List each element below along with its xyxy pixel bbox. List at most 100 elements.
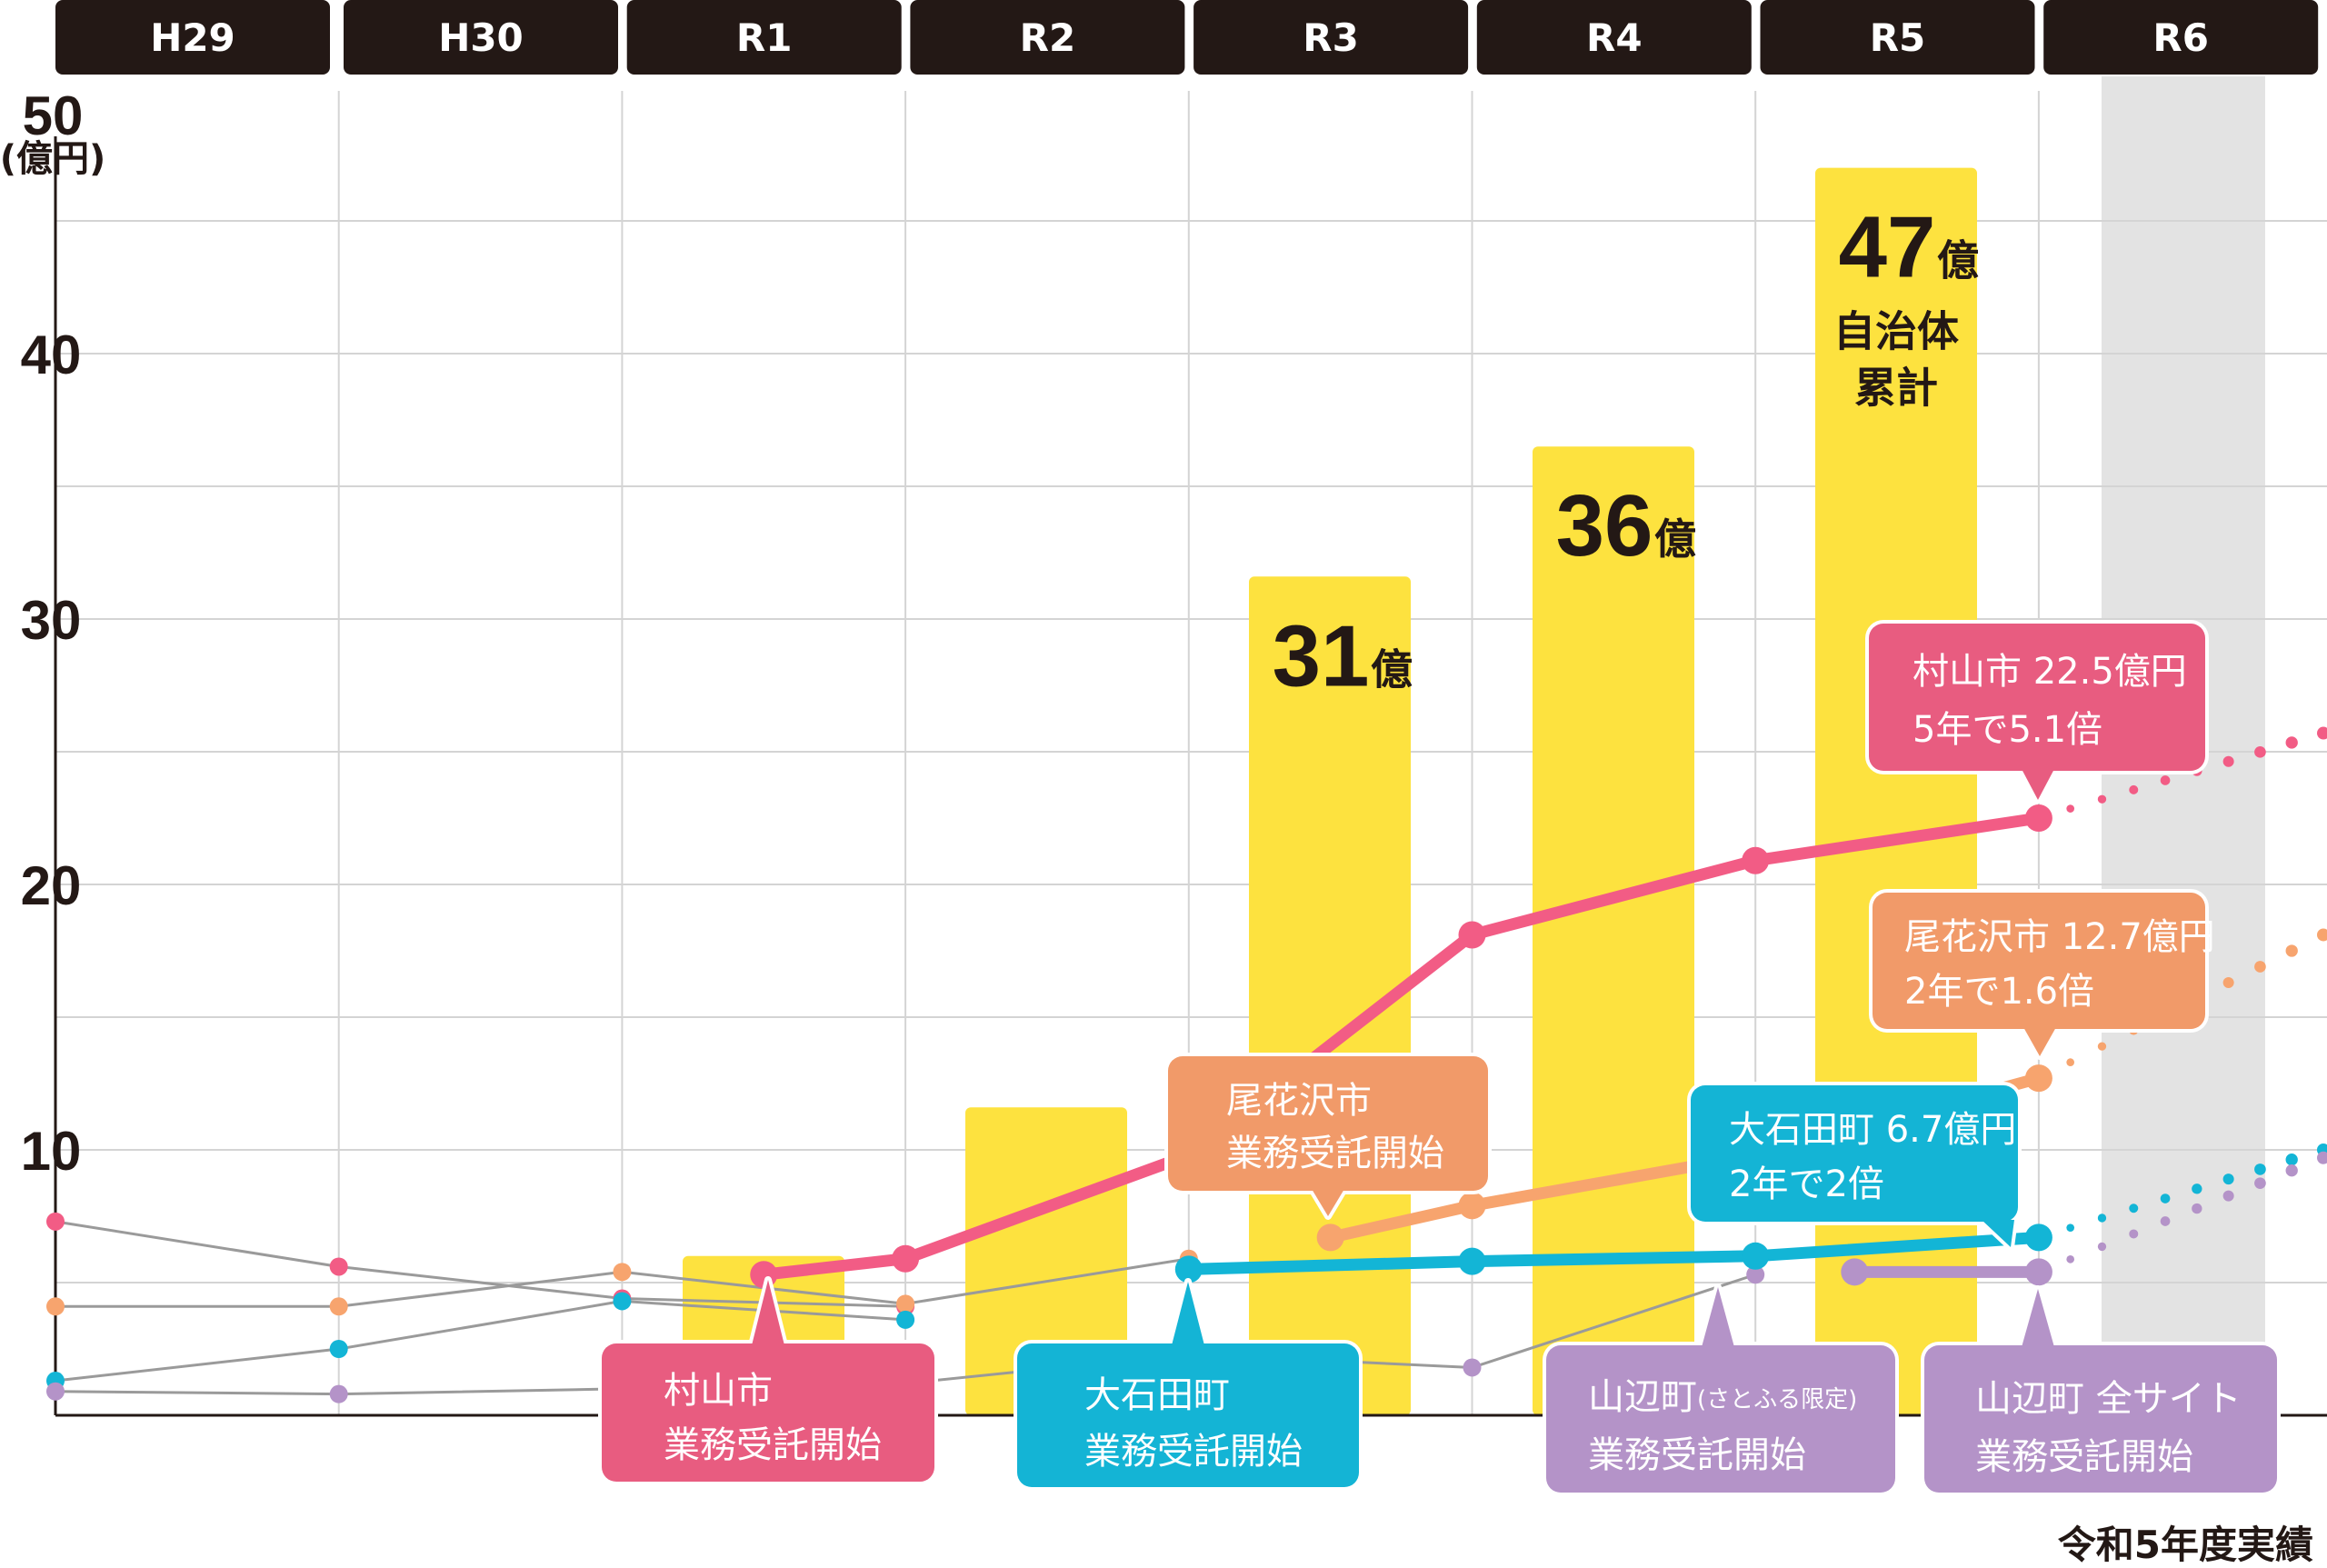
callout-tip: [1312, 1189, 1344, 1216]
header-cell: [2043, 0, 2319, 75]
callout-tip: [2022, 769, 2054, 800]
forecast-dot: [2066, 1223, 2075, 1232]
series-point: [1458, 1192, 1486, 1220]
forecast-dot: [2129, 1203, 2139, 1213]
bar: [965, 1107, 1127, 1415]
header-cell: [1760, 0, 2035, 75]
bar-label-unit: 億: [1937, 236, 1979, 285]
series-point: [1841, 1258, 1869, 1286]
series-pre-point: [896, 1310, 915, 1329]
bar-label-unit: 億: [1654, 514, 1696, 564]
callout-text: 大石田町: [1084, 1374, 1230, 1416]
series-point: [1458, 1247, 1486, 1275]
callout-text: 村山市 22.5億円: [1913, 651, 2187, 693]
header-cell: [55, 0, 330, 75]
callout-box: [1546, 1345, 1895, 1493]
series-pre-point: [46, 1297, 65, 1316]
callout-text: 業務受託開始: [1084, 1431, 1303, 1473]
callout-text: 大石田町 6.7億円: [1729, 1109, 2016, 1151]
forecast-dot: [2066, 1058, 2075, 1066]
callout-text: 山辺町 全サイト: [1975, 1378, 2242, 1420]
callout-box: [1691, 1085, 2018, 1222]
forecast-dot: [2285, 1164, 2298, 1177]
forecast-dot: [2317, 1151, 2327, 1164]
category-label: R3: [1303, 15, 1359, 60]
callout-text: 村山市: [664, 1370, 773, 1412]
series-pre-point: [46, 1382, 65, 1401]
forecast-dot: [2222, 1174, 2234, 1185]
bar: [1249, 576, 1411, 1415]
bar-label-unit: 億: [1371, 644, 1413, 694]
bar-label-sub: 自治体: [1833, 307, 1959, 356]
y-axis-unit: (億円): [0, 138, 105, 180]
bar-label: 31 億: [1273, 607, 1413, 704]
forecast-dot: [2285, 736, 2298, 749]
forecast-dot: [2254, 745, 2266, 758]
y-tick-label: 30: [21, 590, 82, 651]
forecast-dot: [2097, 794, 2107, 804]
callout-box: [1017, 1343, 1359, 1487]
category-label: R1: [736, 15, 793, 60]
forecast-dot: [2160, 1216, 2171, 1226]
forecast-dot: [2129, 1229, 2139, 1239]
header-cell: [626, 0, 902, 75]
callout-box: [1869, 624, 2205, 771]
series-line: [757, 812, 2045, 1281]
callout-text: 2年で1.6倍: [1904, 971, 2094, 1013]
category-label: R4: [1586, 15, 1643, 60]
series-point: [1316, 1223, 1344, 1252]
callout-text: 業務受託開始: [1975, 1436, 2193, 1478]
series-pre-point: [613, 1263, 632, 1282]
forecast-dot: [2285, 944, 2298, 957]
y-tick-label: 40: [21, 325, 82, 385]
series-point: [2024, 1258, 2052, 1286]
series-pre-point: [1463, 1358, 1482, 1377]
header-cell: [344, 0, 618, 75]
series-point: [1174, 1255, 1203, 1283]
category-label: H30: [438, 15, 524, 60]
series-pre-point: [1746, 1265, 1765, 1284]
forecast-dot: [2129, 784, 2139, 794]
series-point: [892, 1244, 920, 1273]
y-tick-label: 20: [21, 855, 82, 916]
forecast-dot: [2285, 1154, 2298, 1166]
callout-text: 尾花沢市: [1226, 1080, 1372, 1122]
callout-text: 尾花沢市 12.7億円: [1904, 916, 2215, 958]
callout-text: 2年で2倍: [1729, 1164, 1884, 1205]
forecast-dot: [2160, 775, 2171, 785]
header-cell: [910, 0, 1185, 75]
series-point: [2024, 1064, 2052, 1093]
y-tick-label: 50: [23, 85, 84, 146]
bar-label: 36 億: [1556, 477, 1696, 574]
forecast-dot: [2192, 1183, 2202, 1194]
callout-text: 業務受託開始: [664, 1424, 882, 1466]
series-pre-point: [329, 1340, 348, 1358]
category-label: R5: [1870, 15, 1926, 60]
forecast-dot: [2222, 1190, 2234, 1202]
forecast-dot: [2097, 1042, 2107, 1051]
callout-note: (さとふる限定): [1697, 1386, 1857, 1413]
bar-label-value: 47: [1839, 199, 1936, 296]
series-pre-point: [329, 1257, 348, 1276]
forecast-dot: [2097, 1213, 2107, 1223]
forecast-dot: [2317, 928, 2327, 942]
callout-text: 業務受託開始: [1226, 1133, 1444, 1174]
forecast-dot: [2222, 977, 2234, 989]
callout: 大石田町 6.7億円 2年で2倍: [1687, 1082, 2022, 1251]
header-cell: [1476, 0, 1752, 75]
callout-text: 5年で5.1倍: [1913, 709, 2102, 751]
bar-label-value: 31: [1273, 607, 1370, 704]
category-label: R6: [2152, 15, 2209, 60]
series-line: [1183, 1231, 2045, 1275]
callout: 山辺町(さとふる限定)業務受託開始: [1543, 1283, 1899, 1496]
forecast-dot: [2222, 755, 2234, 767]
callout: 村山市 22.5億円 5年で5.1倍: [1865, 620, 2209, 804]
callout-box: [1168, 1056, 1488, 1191]
callout-text: 業務受託開始: [1588, 1434, 1806, 1476]
